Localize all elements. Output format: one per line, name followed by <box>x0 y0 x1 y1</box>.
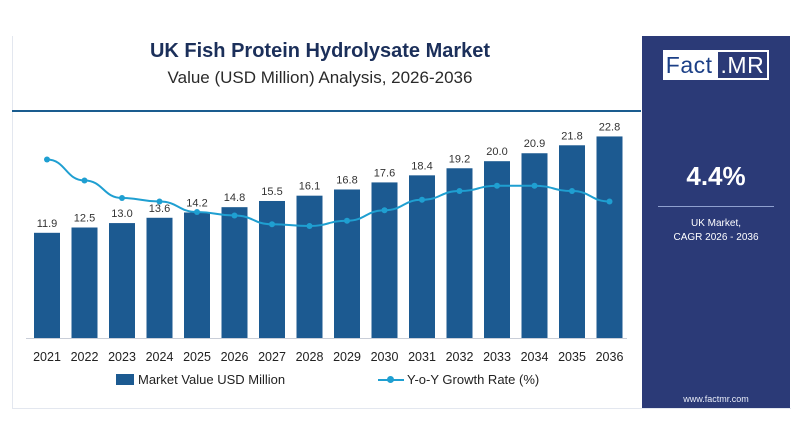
growth-rate-point <box>569 188 575 194</box>
growth-rate-point <box>306 223 313 229</box>
x-tick-label: 2030 <box>371 350 399 364</box>
bar <box>596 136 623 338</box>
growth-rate-point <box>231 212 238 219</box>
x-tick-label: 2032 <box>446 350 474 364</box>
bar <box>184 212 210 338</box>
bar-value-label: 13.0 <box>111 208 132 220</box>
growth-rate-point <box>156 198 163 205</box>
growth-rate-point <box>456 188 463 194</box>
bar-value-label: 21.8 <box>561 130 582 142</box>
bar-value-label: 13.6 <box>149 203 170 215</box>
bar-value-label: 14.8 <box>224 192 245 204</box>
growth-rate-point <box>531 182 538 189</box>
bar-value-label: 16.8 <box>336 174 357 186</box>
x-tick-label: 2021 <box>33 350 61 364</box>
chart-subtitle: Value (USD Million) Analysis, 2026-2036 <box>167 68 473 87</box>
x-tick-label: 2022 <box>71 350 99 364</box>
growth-rate-point <box>81 177 88 184</box>
x-tick-label: 2033 <box>483 350 511 364</box>
bar <box>109 223 135 338</box>
bar <box>446 168 473 338</box>
chart-title: UK Fish Protein Hydrolysate Market <box>149 40 491 62</box>
cagr-label-line2: CAGR 2026 - 2036 <box>673 232 759 243</box>
logo-text-mr: .MR <box>715 50 770 80</box>
x-tick-label: 2025 <box>183 350 211 364</box>
x-tick-label: 2024 <box>146 350 174 364</box>
bar-value-label: 15.5 <box>261 186 282 198</box>
bar-value-label: 22.8 <box>599 121 620 133</box>
bar <box>221 207 248 338</box>
x-tick-label: 2029 <box>333 350 361 364</box>
bar-value-label: 20.0 <box>486 146 507 158</box>
bar <box>34 232 60 338</box>
bar <box>71 227 98 338</box>
legend-line-dot <box>387 376 394 383</box>
growth-rate-point <box>419 196 425 203</box>
x-tick-label: 2031 <box>408 350 436 364</box>
bar <box>484 161 510 338</box>
x-tick-label: 2034 <box>521 350 549 364</box>
bar-value-label: 18.4 <box>411 160 432 172</box>
factmr-logo: Fact .MR <box>654 50 778 80</box>
bar-value-label: 14.2 <box>186 197 207 209</box>
legend-bar-label: Market Value USD Million <box>138 372 286 387</box>
bar <box>521 153 548 338</box>
legend-bar-swatch <box>116 374 134 385</box>
x-tick-label: 2028 <box>296 350 324 364</box>
growth-rate-point <box>44 156 50 163</box>
growth-rate-point <box>494 182 500 189</box>
cagr-value: 4.4% <box>686 161 746 191</box>
bar-value-label: 11.9 <box>37 218 58 230</box>
growth-rate-point <box>194 209 200 215</box>
logo-text-fact: Fact <box>662 50 716 80</box>
growth-rate-point <box>606 198 613 205</box>
growth-rate-point <box>119 195 125 201</box>
x-tick-label: 2036 <box>596 350 624 364</box>
bar-value-label: 17.6 <box>374 167 395 179</box>
growth-rate-line <box>46 158 610 228</box>
source-url: www.factmr.com <box>683 394 749 404</box>
x-tick-label: 2035 <box>558 350 586 364</box>
x-tick-label: 2027 <box>258 350 286 364</box>
side-divider <box>658 206 774 207</box>
chart-plot-area: 11.9 2021 12.5 2022 13.0 2023 13.6 2024 14.2 2025… <box>26 121 627 364</box>
bar-value-label: 19.2 <box>449 153 470 165</box>
growth-rate-point <box>344 217 350 224</box>
x-tick-label: 2026 <box>221 350 249 364</box>
bar-value-label: 16.1 <box>299 181 320 193</box>
cagr-label-line1: UK Market, <box>690 218 741 229</box>
title-divider <box>12 110 641 112</box>
growth-rate-point <box>269 221 275 228</box>
bar <box>146 217 173 338</box>
bar <box>371 182 398 338</box>
legend-line-label: Y-o-Y Growth Rate (%) <box>407 372 540 387</box>
bar <box>296 195 323 338</box>
bar-value-label: 20.9 <box>524 138 545 150</box>
side-panel: Fact .MR 4.4% UK Market, CAGR 2026 - 203… <box>642 36 790 408</box>
x-tick-label: 2023 <box>108 350 136 364</box>
growth-rate-point <box>381 207 388 214</box>
bar <box>334 189 360 338</box>
chart-legend: Market Value USD Million Y-o-Y Growth Ra… <box>0 370 640 390</box>
bar-value-label: 12.5 <box>74 213 95 225</box>
bar <box>559 145 585 338</box>
